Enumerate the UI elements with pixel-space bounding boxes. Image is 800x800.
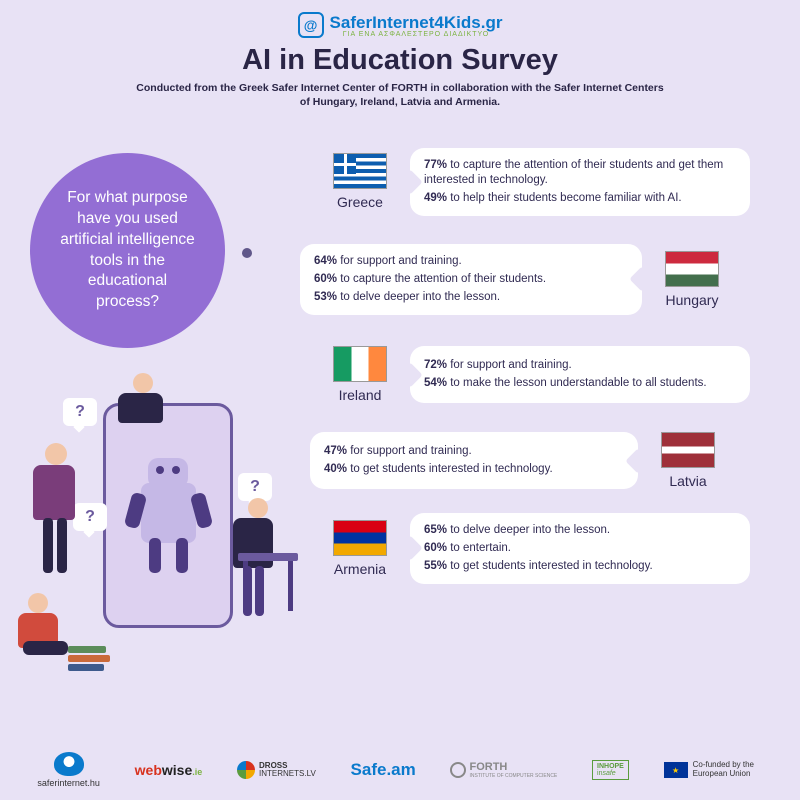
desk-shape: [238, 553, 298, 613]
eu-cofunded: ★Co-funded by the European Union: [664, 761, 763, 779]
partner-logo: DROSSINTERNETS.LV: [237, 761, 316, 779]
flag-latvia-icon: [661, 432, 715, 468]
country-row-hungary: 64% for support and training. 60% to capt…: [300, 244, 742, 315]
robot-shape: [126, 448, 211, 578]
flag-armenia-icon: [333, 520, 387, 556]
stat-line: 60% to capture the attention of their st…: [314, 272, 628, 287]
stats-box: 47% for support and training. 40% to get …: [310, 432, 638, 489]
flag-hungary-icon: [665, 251, 719, 287]
person-shape: [33, 443, 75, 520]
country-row-ireland: Ireland 72% for support and training. 54% …: [310, 346, 750, 403]
stats-box: 64% for support and training. 60% to capt…: [300, 244, 642, 315]
stat-line: 49% to help their students become famili…: [424, 191, 736, 206]
stats-box: 72% for support and training. 54% to make…: [410, 346, 750, 403]
stat-line: 65% to delve deeper into the lesson.: [424, 523, 736, 538]
subtitle: Conducted from the Greek Safer Internet …: [135, 81, 665, 109]
stat-line: 47% for support and training.: [324, 444, 624, 459]
speech-q-icon: ?: [63, 398, 97, 426]
question-text: For what purpose have you used artificia…: [55, 188, 200, 314]
country-label: Greece: [337, 194, 383, 210]
stat-line: 53% to delve deeper into the lesson.: [314, 290, 628, 305]
country-label: Latvia: [669, 473, 706, 489]
stat-line: 72% for support and training.: [424, 358, 736, 373]
header: SaferInternet4Kids.gr ΓΙΑ ΕΝΑ ΑΣΦΑΛΕΣΤΕΡ…: [0, 0, 800, 113]
partner-logo: FORTHINSTITUTE OF COMPUTER SCIENCE: [450, 761, 557, 779]
flag-box: Latvia: [638, 432, 738, 489]
stat-line: 40% to get students interested in techno…: [324, 462, 624, 477]
footer-partners: saferinternet.hu webwise.ie DROSSINTERNE…: [0, 752, 800, 788]
logo-subtitle: ΓΙΑ ΕΝΑ ΑΣΦΑΛΕΣΤΕΡΟ ΔΙΑΔΙΚΤΥΟ: [330, 31, 503, 38]
partner-logo: Safe.am: [351, 760, 416, 780]
question-bubble: For what purpose have you used artificia…: [30, 153, 225, 348]
country-label: Ireland: [339, 387, 382, 403]
country-label: Hungary: [666, 292, 719, 308]
bubble-connector-dot: [242, 248, 252, 258]
stat-line: 60% to entertain.: [424, 541, 736, 556]
flag-box: Ireland: [310, 346, 410, 403]
speech-q-icon: ?: [238, 473, 272, 501]
speech-q-icon: ?: [73, 503, 107, 531]
flag-greece-icon: [333, 153, 387, 189]
illustration: ? ? ?: [18, 378, 308, 688]
flag-ireland-icon: [333, 346, 387, 382]
flag-box: Greece: [310, 148, 410, 216]
page-title: AI in Education Survey: [0, 44, 800, 77]
books-shape: [68, 646, 110, 673]
stat-line: 64% for support and training.: [314, 254, 628, 269]
person-shape: [118, 373, 163, 423]
country-row-greece: Greece 77% to capture the attention of th…: [310, 148, 750, 216]
partner-logo: webwise.ie: [135, 762, 203, 778]
stats-box: 65% to delve deeper into the lesson. 60% …: [410, 513, 750, 584]
partner-logo: saferinternet.hu: [37, 752, 100, 788]
country-row-armenia: Armenia 65% to delve deeper into the less…: [310, 513, 750, 584]
country-label: Armenia: [334, 561, 386, 577]
stat-line: 77% to capture the attention of their st…: [424, 158, 736, 188]
country-row-latvia: 47% for support and training. 40% to get …: [310, 432, 738, 489]
logo-text: SaferInternet4Kids.gr: [330, 13, 503, 32]
logo: SaferInternet4Kids.gr ΓΙΑ ΕΝΑ ΑΣΦΑΛΕΣΤΕΡ…: [0, 12, 800, 38]
flag-box: Hungary: [642, 244, 742, 315]
partner-logo: INHOPEinsafe: [592, 760, 629, 780]
logo-icon: [298, 12, 324, 38]
person-shape: [18, 593, 58, 648]
stat-line: 54% to make the lesson understandable to…: [424, 376, 736, 391]
flag-box: Armenia: [310, 513, 410, 584]
stat-line: 55% to get students interested in techno…: [424, 559, 736, 574]
stats-box: 77% to capture the attention of their st…: [410, 148, 750, 216]
